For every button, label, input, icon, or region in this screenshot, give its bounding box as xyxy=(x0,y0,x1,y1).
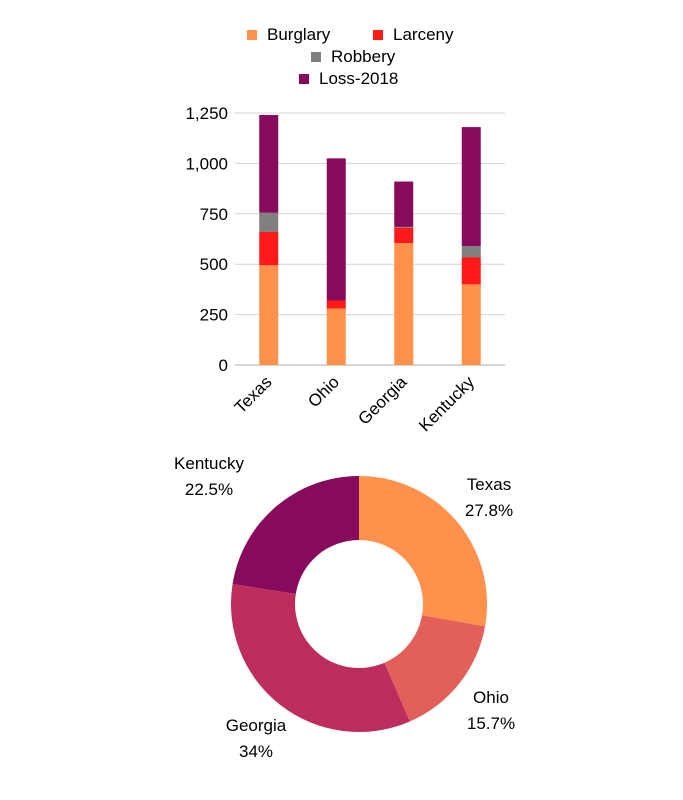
x-tick-label: Texas xyxy=(231,372,276,417)
legend-swatch-loss-2018 xyxy=(299,74,309,84)
bar-georgia-loss-2018 xyxy=(394,181,414,227)
bar-kentucky-burglary xyxy=(461,284,481,365)
donut-slice-ohio xyxy=(384,615,486,722)
donut-chart: Texas 27.8% Ohio 15.7% Georgia 34% Kentucky 22.… xyxy=(174,454,515,761)
bar-ohio-burglary xyxy=(326,308,346,365)
y-tick-label: 0 xyxy=(219,356,228,375)
donut-label-kentucky: Kentucky xyxy=(174,454,244,473)
donut-percent-georgia: 34% xyxy=(239,742,273,761)
bar-kentucky-robbery xyxy=(461,246,481,258)
bar-texas-robbery xyxy=(259,212,279,232)
y-axis: 0 250 500 750 1,000 1,250 xyxy=(185,104,228,375)
bar-ohio-larceny xyxy=(326,300,346,309)
donut-slice-kentucky xyxy=(232,476,359,594)
bar-texas-burglary xyxy=(259,265,279,365)
donut-label-ohio: Ohio xyxy=(473,688,509,707)
legend-label-larceny: Larceny xyxy=(393,25,454,44)
y-tick-label: 1,000 xyxy=(185,154,228,173)
x-axis: Texas Ohio Georgia Kentucky xyxy=(231,372,479,435)
bar-kentucky-loss-2018 xyxy=(461,127,481,247)
donut-slice-texas xyxy=(359,476,487,627)
donut-percent-ohio: 15.7% xyxy=(467,714,515,733)
y-tick-label: 250 xyxy=(200,306,228,325)
donut-label-georgia: Georgia xyxy=(226,716,287,735)
bar-georgia-robbery xyxy=(394,226,414,228)
legend-label-loss-2018: Loss-2018 xyxy=(319,69,398,88)
y-tick-label: 500 xyxy=(200,255,228,274)
y-tick-label: 750 xyxy=(200,205,228,224)
bar-plot xyxy=(259,115,481,365)
donut-percent-kentucky: 22.5% xyxy=(185,480,233,499)
y-tick-label: 1,250 xyxy=(185,104,228,123)
bar-georgia-burglary xyxy=(394,243,414,365)
x-tick-label: Kentucky xyxy=(415,372,478,435)
legend-swatch-robbery xyxy=(311,52,321,62)
legend-swatch-burglary xyxy=(247,30,257,40)
donut-slice-georgia xyxy=(231,583,410,732)
donut-label-texas: Texas xyxy=(467,475,511,494)
grid-lines xyxy=(235,112,505,366)
x-tick-label: Ohio xyxy=(304,372,343,411)
legend-label-robbery: Robbery xyxy=(331,47,396,66)
legend-swatch-larceny xyxy=(373,30,383,40)
bar-ohio-loss-2018 xyxy=(326,158,346,301)
legend: Burglary Larceny Robbery Loss-2018 xyxy=(247,25,454,88)
bar-texas-loss-2018 xyxy=(259,115,279,213)
donut-percent-texas: 27.8% xyxy=(465,501,513,520)
legend-label-burglary: Burglary xyxy=(267,25,331,44)
bar-georgia-larceny xyxy=(394,227,414,244)
bar-kentucky-larceny xyxy=(461,257,481,285)
x-tick-label: Georgia xyxy=(354,372,411,429)
bar-texas-larceny xyxy=(259,231,279,266)
